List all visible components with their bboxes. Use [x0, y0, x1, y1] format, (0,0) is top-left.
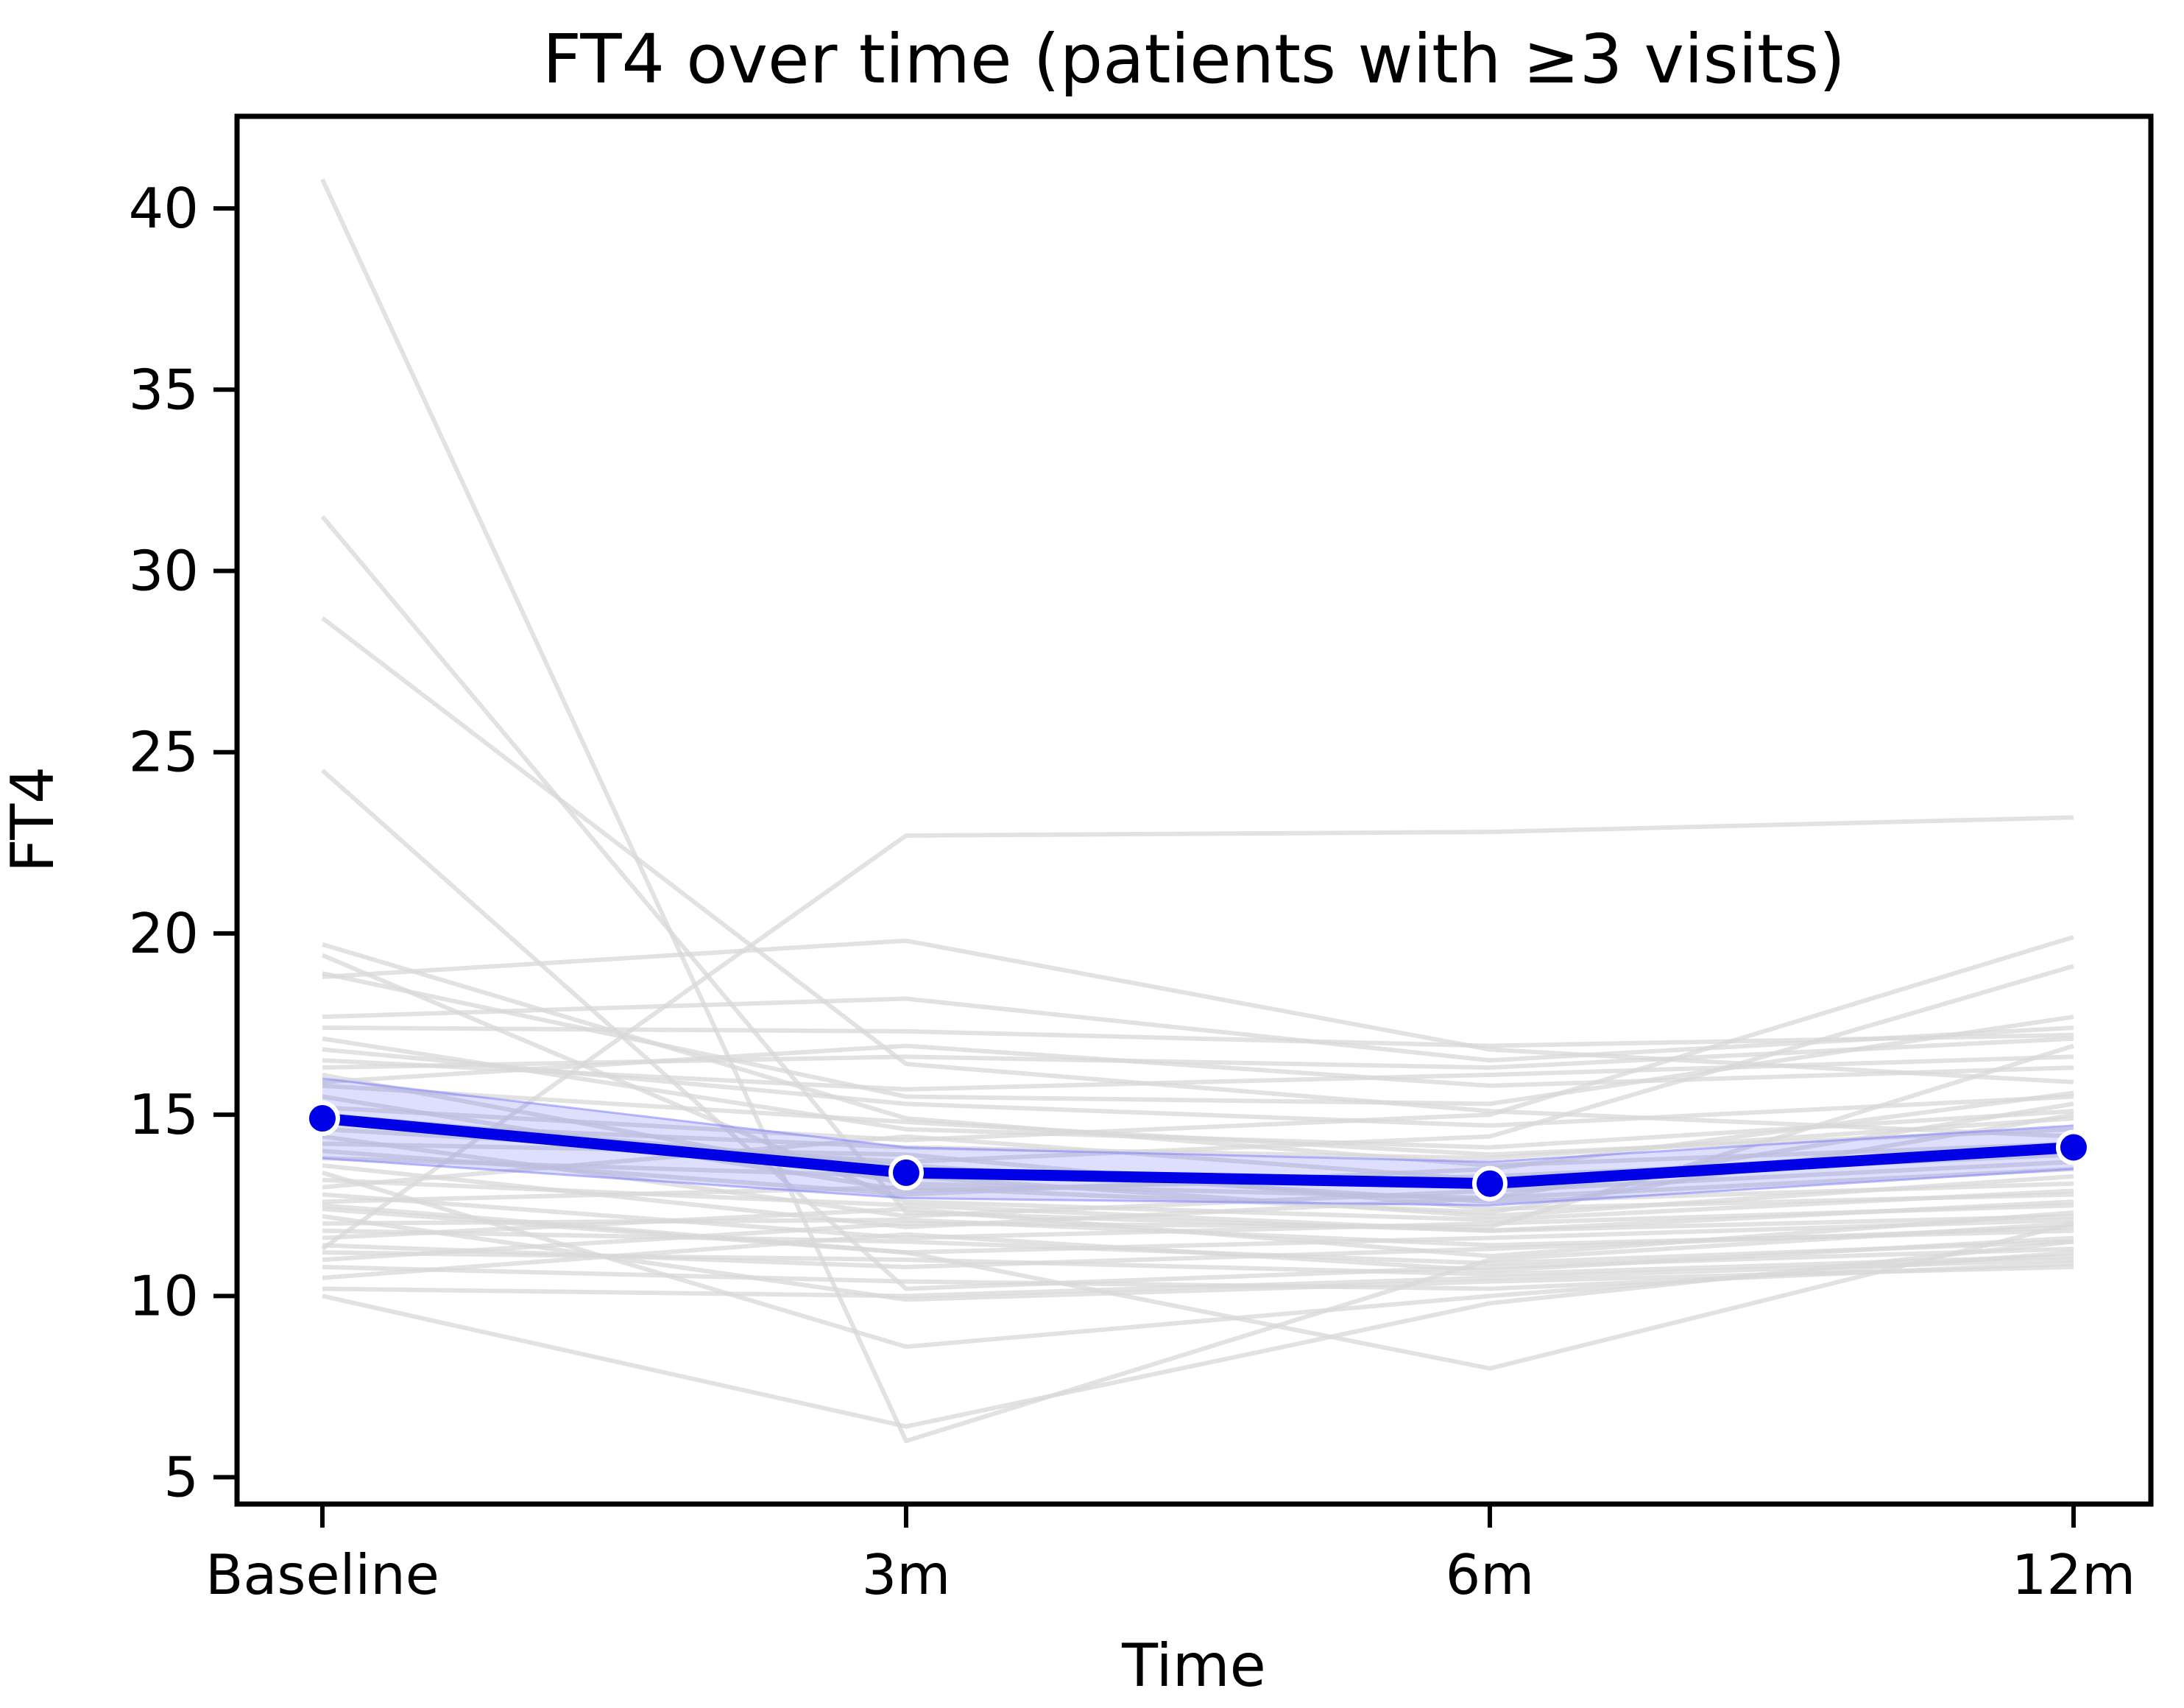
- patient-line: [320, 178, 2074, 1444]
- patient-lines-group: [320, 178, 2074, 1444]
- mean-marker: [304, 1101, 340, 1137]
- chart-title: FT4 over time (patients with ≥3 visits): [543, 20, 1845, 99]
- patient-line: [322, 934, 2074, 1143]
- x-tick-label: Baseline: [205, 1542, 439, 1607]
- patient-line: [322, 1073, 2074, 1201]
- x-axis-label: Time: [1121, 1631, 1266, 1700]
- patient-line: [322, 1043, 2074, 1263]
- patient-line: [322, 1054, 2074, 1092]
- confidence-band-lower-edge: [322, 1157, 2074, 1207]
- mean-marker: [888, 1154, 924, 1190]
- axes-group: [213, 113, 2154, 1528]
- y-tick-label: 10: [129, 1263, 199, 1328]
- patient-line: [322, 1257, 2074, 1299]
- tick-labels-group: 5 10 15 20 25 30 35 40 Baseline 3m 6m 12m: [129, 176, 2136, 1607]
- confidence-band-upper-edge: [322, 1077, 2074, 1163]
- patient-line: [322, 1207, 2074, 1259]
- x-tick-label: 3m: [862, 1542, 951, 1607]
- y-tick-label: 15: [129, 1082, 199, 1147]
- mean-marker: [1471, 1165, 1508, 1201]
- mean-line-group: [304, 1101, 2091, 1201]
- patient-line: [321, 815, 2074, 1251]
- patient-line: [322, 1025, 2074, 1048]
- mean-marker: [2055, 1129, 2091, 1165]
- x-tick-label: 12m: [2012, 1542, 2136, 1607]
- x-tick-label: 6m: [1446, 1542, 1535, 1607]
- y-tick-label: 20: [129, 901, 199, 966]
- patient-line: [322, 1134, 2074, 1219]
- y-tick-label: 30: [129, 539, 199, 604]
- y-tick-label: 40: [129, 176, 199, 241]
- y-axis-label: FT4: [0, 766, 67, 872]
- mean-line: [317, 1112, 2079, 1190]
- patient-line: [322, 1156, 2074, 1219]
- patient-line: [322, 1239, 2074, 1429]
- patient-line: [322, 971, 2074, 1107]
- patient-line: [321, 616, 2074, 1139]
- y-tick-label: 35: [129, 357, 199, 422]
- patient-line: [322, 996, 2074, 1063]
- patient-line: [322, 1043, 2074, 1088]
- plot-border: [234, 113, 2154, 1507]
- patient-line: [322, 1207, 2074, 1255]
- y-tick-label: 25: [129, 720, 199, 785]
- patient-line: [322, 1083, 2074, 1157]
- y-tick-label: 5: [163, 1445, 199, 1510]
- patient-line: [322, 1232, 2074, 1280]
